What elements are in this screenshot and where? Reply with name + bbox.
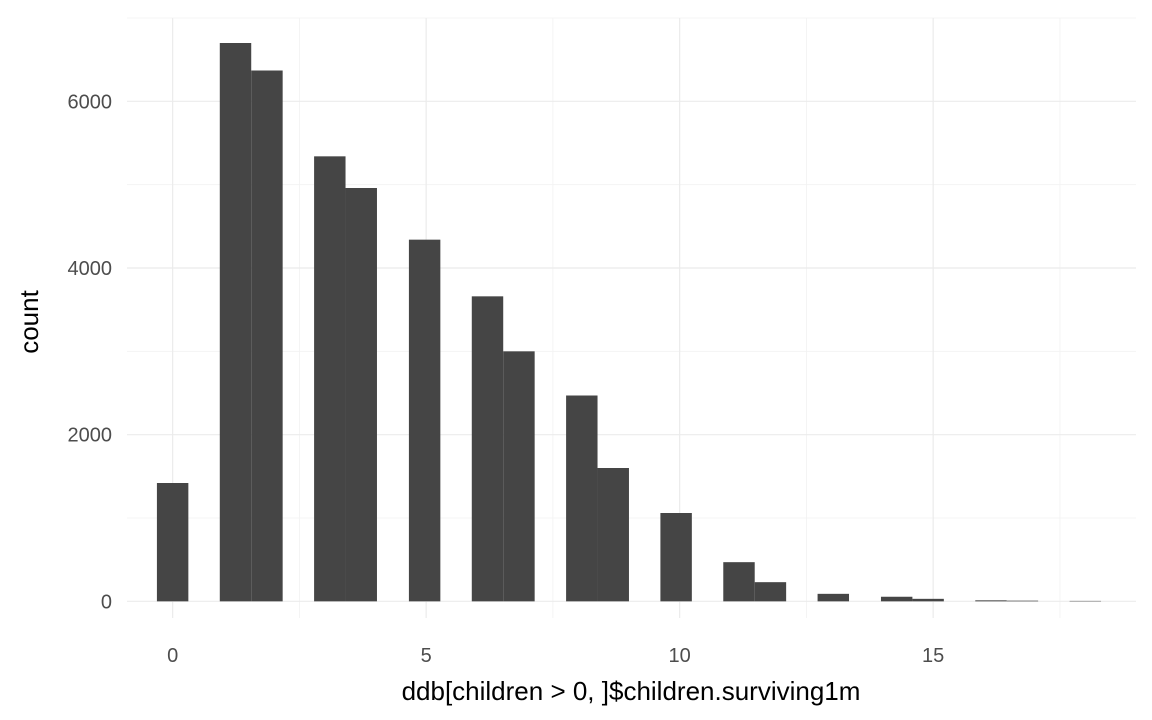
histogram-bar: [723, 562, 755, 602]
x-tick-label: 0: [167, 645, 178, 667]
histogram-bar: [219, 43, 252, 602]
histogram-bar: [912, 598, 944, 602]
grid: [127, 17, 1136, 618]
y-tick-label: 0: [101, 591, 112, 613]
y-tick-label: 6000: [68, 91, 113, 113]
y-axis-ticks: 0 2000 4000 6000: [68, 91, 113, 613]
histogram-bar: [251, 70, 283, 602]
histogram-bar: [817, 593, 850, 602]
histogram-bar: [408, 239, 441, 602]
histogram-bar: [503, 351, 535, 602]
y-axis-title: count: [14, 289, 44, 353]
y-tick-label: 4000: [68, 258, 113, 280]
histogram-bar: [1006, 600, 1039, 602]
x-axis-title: ddb[children > 0, ]$children.surviving1m: [402, 676, 861, 706]
x-axis-ticks: 0 5 10 15: [167, 645, 944, 667]
histogram-bar: [975, 600, 1007, 602]
y-tick-label: 2000: [68, 425, 113, 447]
histogram-bar: [566, 395, 598, 602]
histogram-bar: [660, 513, 692, 602]
histogram-bar: [880, 596, 913, 602]
histogram-bar: [597, 468, 629, 602]
histogram-bar: [345, 188, 377, 602]
x-tick-label: 10: [669, 645, 691, 667]
histogram-bar: [156, 483, 189, 602]
histogram-bar: [314, 156, 346, 602]
x-tick-label: 5: [421, 645, 432, 667]
histogram-bar: [754, 582, 787, 602]
histogram-bar: [471, 296, 504, 602]
x-tick-label: 15: [922, 645, 944, 667]
bars: [156, 43, 1102, 602]
